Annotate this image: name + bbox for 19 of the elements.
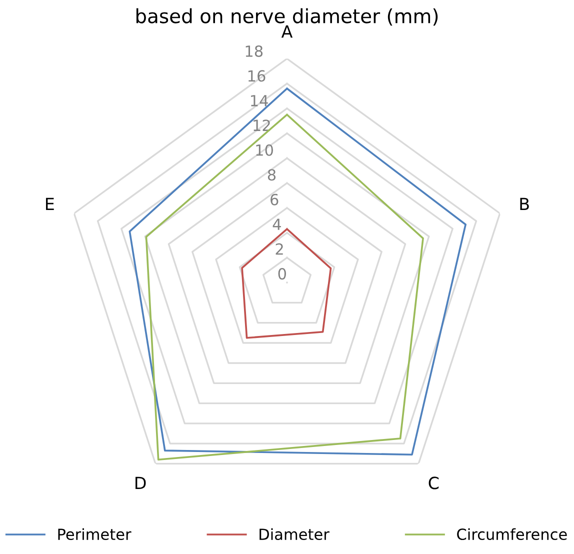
y-tick-label: 6: [270, 194, 278, 206]
y-tick-label: 2: [276, 243, 283, 255]
legend-label: Perimeter: [58, 528, 132, 540]
spoke-label: C: [428, 476, 439, 490]
y-tick-label: 12: [254, 120, 270, 131]
y-tick-label: 8: [268, 169, 276, 181]
spoke-label: B: [520, 198, 529, 210]
legend-label: Diameter: [260, 528, 330, 540]
y-tick-label: 10: [256, 144, 273, 156]
chart-title: based on nerve diameter (mm): [136, 8, 438, 26]
y-tick-label: 18: [246, 45, 263, 57]
y-tick-label: 4: [272, 218, 281, 230]
legend-label: Circumference: [457, 528, 567, 540]
y-tick-label: 16: [248, 70, 266, 82]
y-tick-label: 14: [251, 95, 268, 106]
y-tick-label: 0: [278, 268, 286, 280]
spoke-label: E: [46, 198, 54, 210]
spoke-label: D: [136, 476, 146, 490]
spoke-label: A: [281, 25, 293, 38]
